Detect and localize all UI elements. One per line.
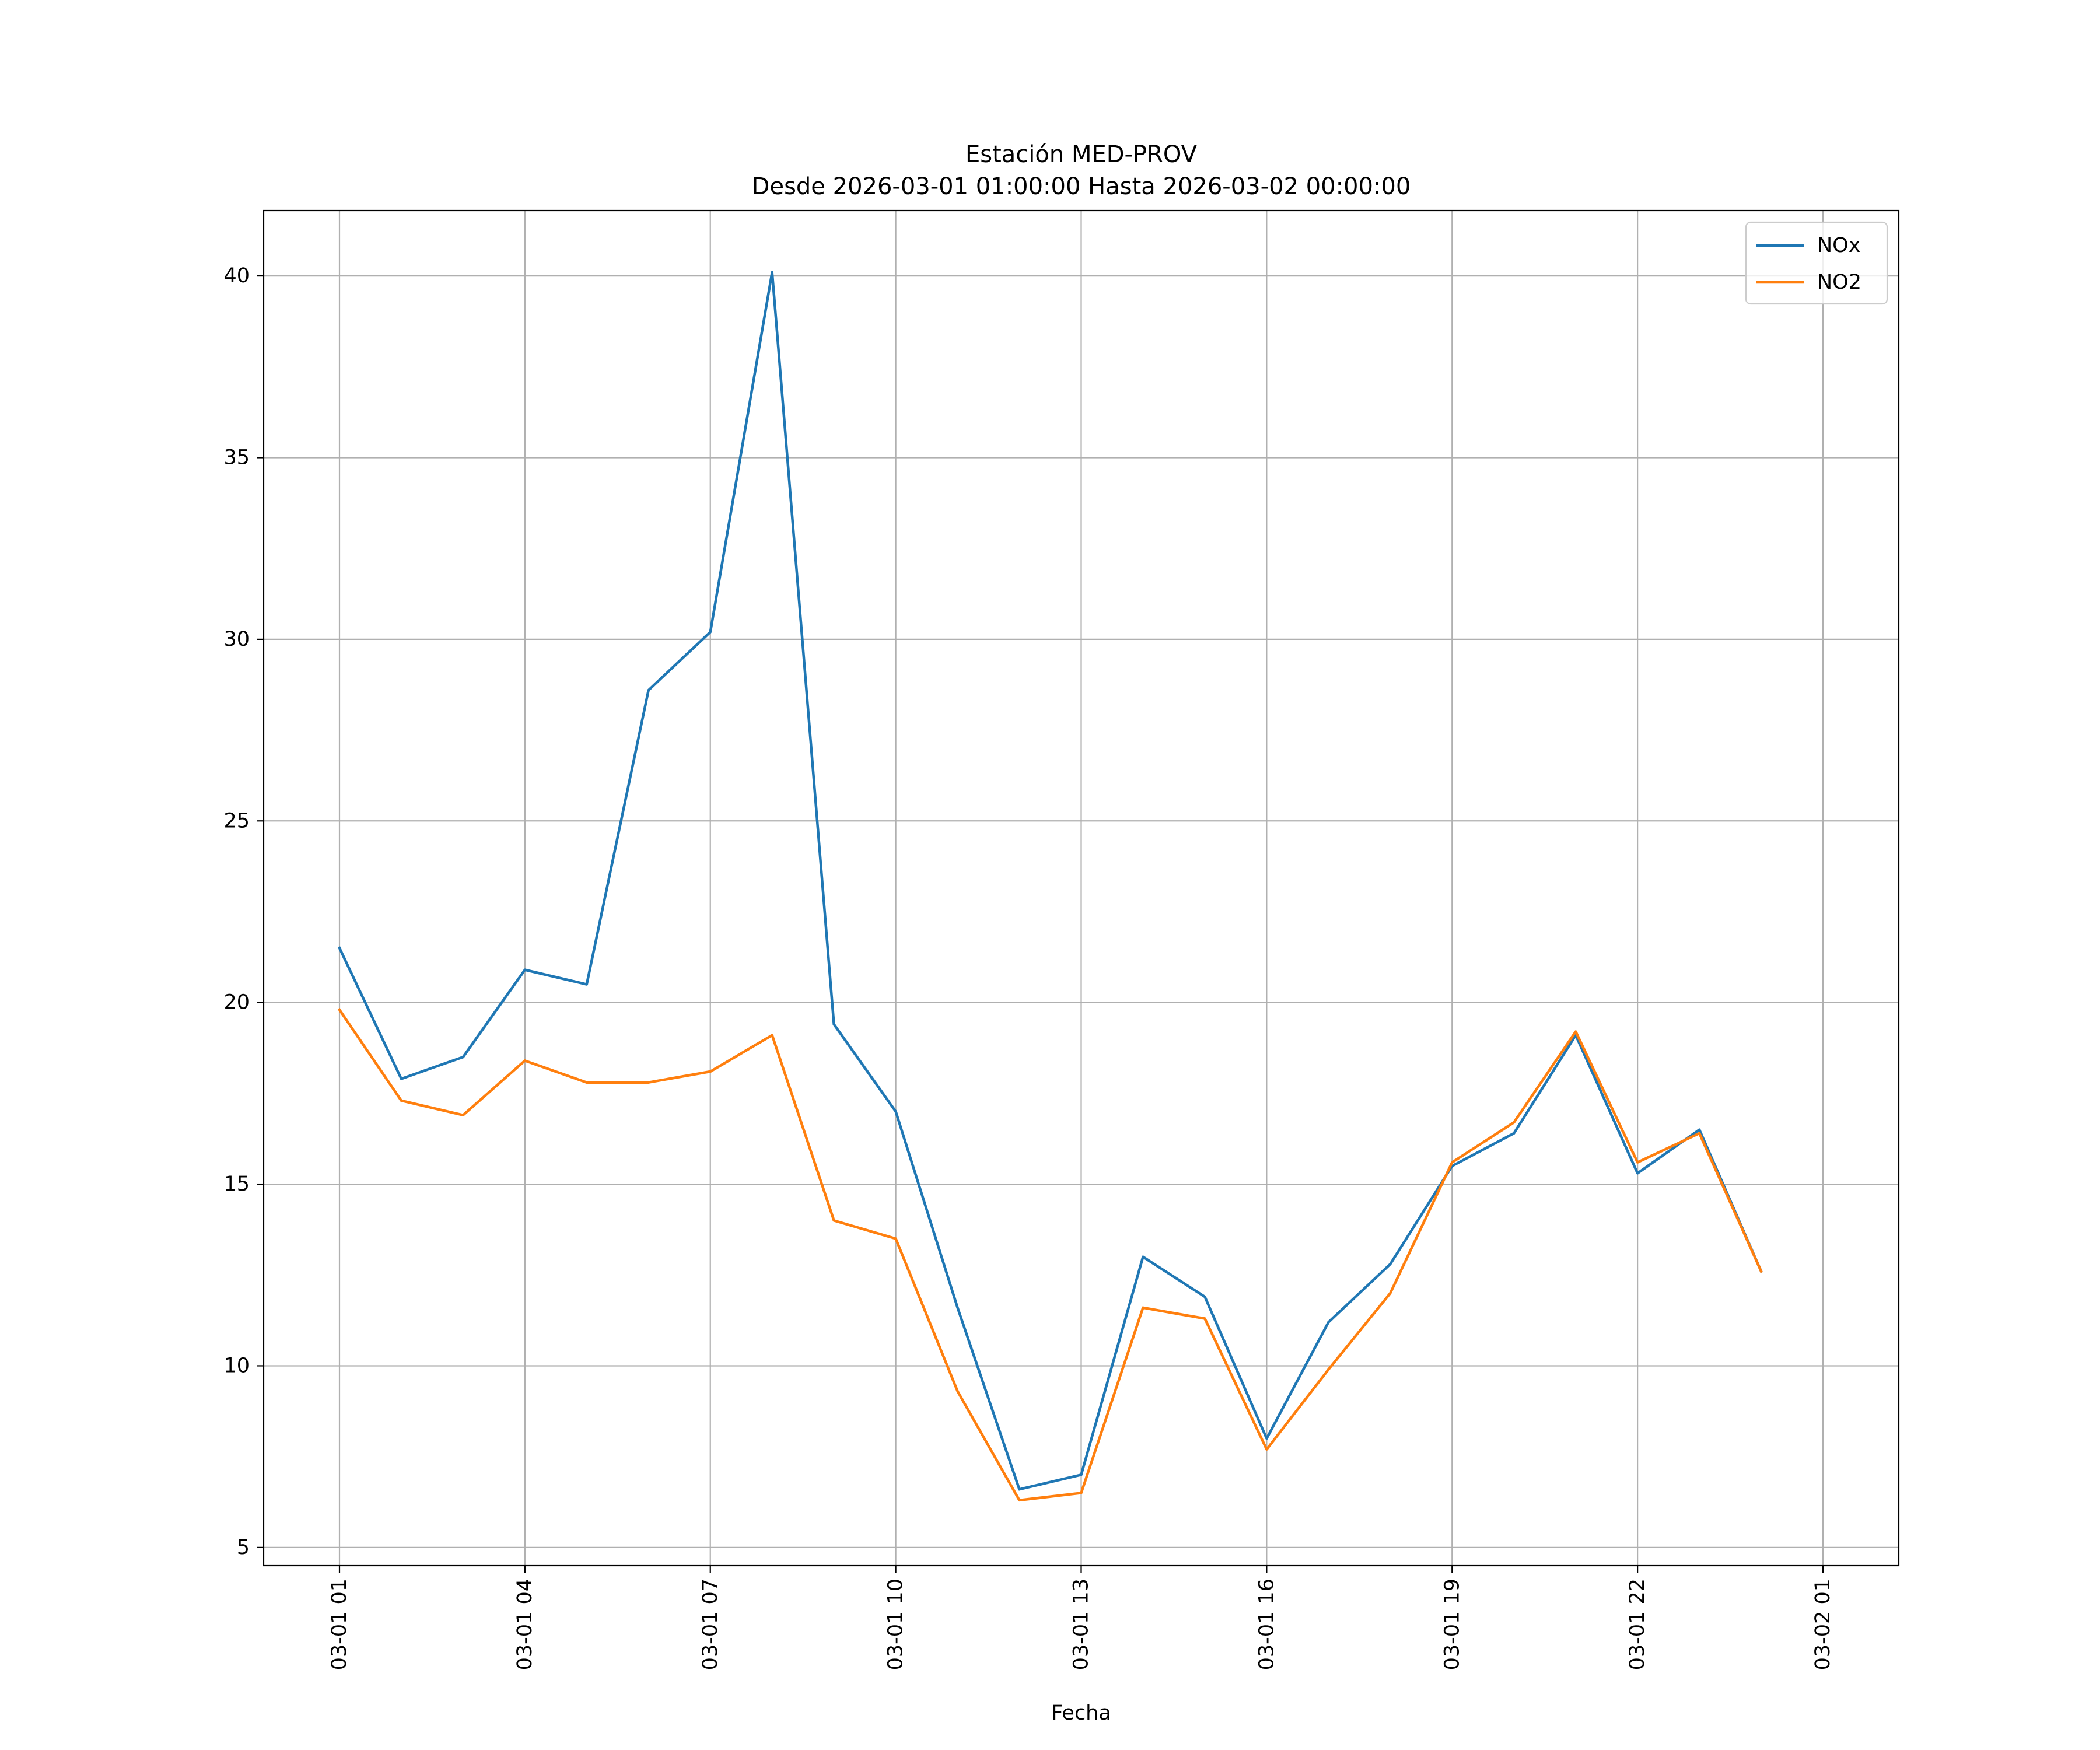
y-tick-label: 20 xyxy=(223,991,250,1014)
x-tick-label: 03-02 01 xyxy=(1811,1578,1835,1670)
y-tick-label: 15 xyxy=(223,1172,250,1196)
y-tick-label: 25 xyxy=(223,809,250,832)
x-tick-label: 03-01 10 xyxy=(884,1578,908,1670)
x-tick-label: 03-01 07 xyxy=(699,1578,722,1670)
y-tick-label: 30 xyxy=(223,628,250,651)
x-tick-label: 03-01 13 xyxy=(1070,1578,1093,1670)
x-tick-label: 03-01 22 xyxy=(1626,1578,1649,1670)
series-line-nox xyxy=(338,271,1763,1491)
grid xyxy=(264,211,1899,1566)
x-axis-label: Fecha xyxy=(1051,1702,1111,1725)
legend-label-no2: NO2 xyxy=(1817,271,1861,294)
series-lines xyxy=(337,271,1763,1502)
series-line-no2 xyxy=(337,1008,1763,1502)
x-tick-label: 03-01 01 xyxy=(328,1578,351,1670)
y-tick-label: 5 xyxy=(237,1536,250,1559)
chart-title: Estación MED-PROV xyxy=(965,141,1198,168)
axis-ticks: 03-01 01 03-01 04 03-01 07 03-01 10 03-01 13… xyxy=(223,264,1835,1670)
y-tick-label: 35 xyxy=(223,446,250,469)
legend-label-nox: NOx xyxy=(1817,234,1860,257)
y-tick-label: 10 xyxy=(223,1354,250,1377)
legend-box xyxy=(1745,221,1888,305)
y-tick-label: 40 xyxy=(223,264,250,288)
x-tick-label: 03-01 04 xyxy=(513,1578,537,1670)
x-tick-label: 03-01 16 xyxy=(1255,1578,1278,1670)
x-tick-label: 03-01 19 xyxy=(1440,1578,1464,1670)
legend: NOx NO2 xyxy=(1745,221,1888,305)
chart-subtitle: Desde 2026-03-01 01:00:00 Hasta 2026-03-… xyxy=(752,173,1411,200)
